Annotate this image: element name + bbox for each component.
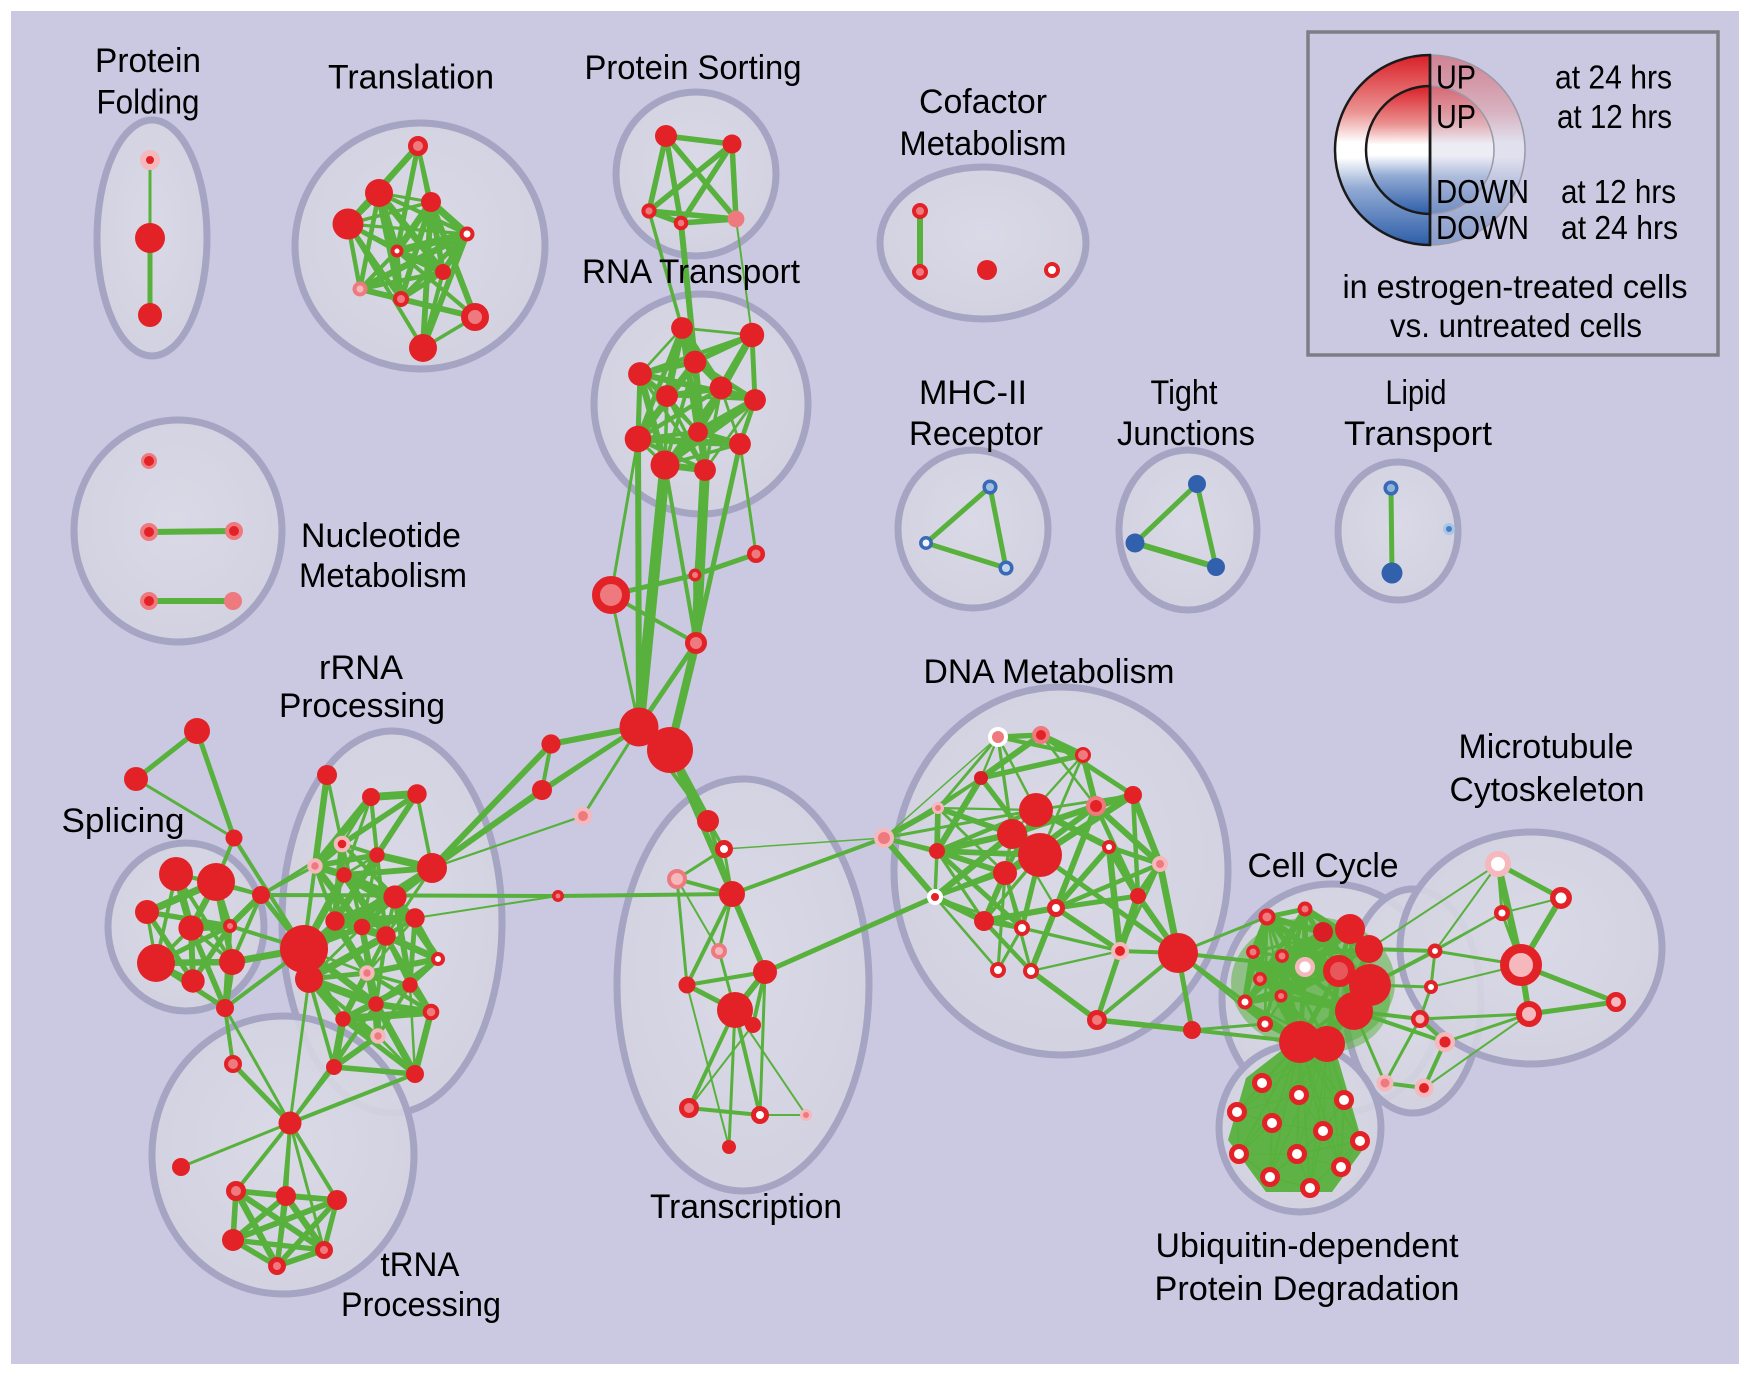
svg-text:Ubiquitin-dependent: Ubiquitin-dependent: [1156, 1227, 1459, 1265]
svg-text:Receptor: Receptor: [909, 415, 1043, 453]
svg-text:DNA Metabolism: DNA Metabolism: [924, 653, 1175, 691]
svg-text:in estrogen-treated cells: in estrogen-treated cells: [1343, 268, 1688, 305]
svg-text:Nucleotide: Nucleotide: [301, 517, 461, 555]
svg-text:Processing: Processing: [341, 1286, 501, 1324]
svg-text:Metabolism: Metabolism: [299, 557, 467, 595]
svg-text:Protein Sorting: Protein Sorting: [585, 49, 802, 87]
svg-text:at 12 hrs: at 12 hrs: [1557, 98, 1672, 135]
svg-text:Transport: Transport: [1344, 415, 1492, 453]
svg-text:DOWN: DOWN: [1436, 173, 1529, 210]
svg-text:Junctions: Junctions: [1117, 415, 1255, 453]
svg-text:Metabolism: Metabolism: [900, 125, 1067, 163]
svg-text:Folding: Folding: [97, 84, 200, 122]
svg-text:at 24 hrs: at 24 hrs: [1555, 58, 1672, 95]
svg-text:Transcription: Transcription: [650, 1188, 842, 1226]
svg-text:Translation: Translation: [328, 58, 494, 96]
svg-text:UP: UP: [1436, 98, 1476, 135]
svg-text:tRNA: tRNA: [381, 1246, 460, 1284]
svg-text:Splicing: Splicing: [62, 802, 185, 840]
svg-text:at 12 hrs: at 12 hrs: [1561, 173, 1676, 210]
svg-text:vs. untreated cells: vs. untreated cells: [1390, 307, 1642, 344]
svg-text:Lipid: Lipid: [1386, 374, 1447, 412]
svg-text:Cell Cycle: Cell Cycle: [1248, 847, 1399, 885]
svg-text:DOWN: DOWN: [1436, 209, 1529, 246]
svg-text:rRNA: rRNA: [319, 649, 403, 687]
svg-text:Protein Degradation: Protein Degradation: [1155, 1270, 1460, 1308]
svg-text:Tight: Tight: [1151, 374, 1218, 412]
svg-text:Cytoskeleton: Cytoskeleton: [1450, 771, 1645, 809]
svg-text:Microtubule: Microtubule: [1459, 728, 1634, 766]
svg-text:at 24 hrs: at 24 hrs: [1561, 209, 1678, 246]
svg-text:RNA Transport: RNA Transport: [582, 253, 800, 291]
svg-text:UP: UP: [1436, 58, 1476, 95]
svg-text:Cofactor: Cofactor: [919, 83, 1047, 121]
svg-text:Protein: Protein: [95, 42, 201, 80]
svg-text:Processing: Processing: [279, 687, 445, 725]
svg-text:MHC-II: MHC-II: [919, 374, 1027, 412]
